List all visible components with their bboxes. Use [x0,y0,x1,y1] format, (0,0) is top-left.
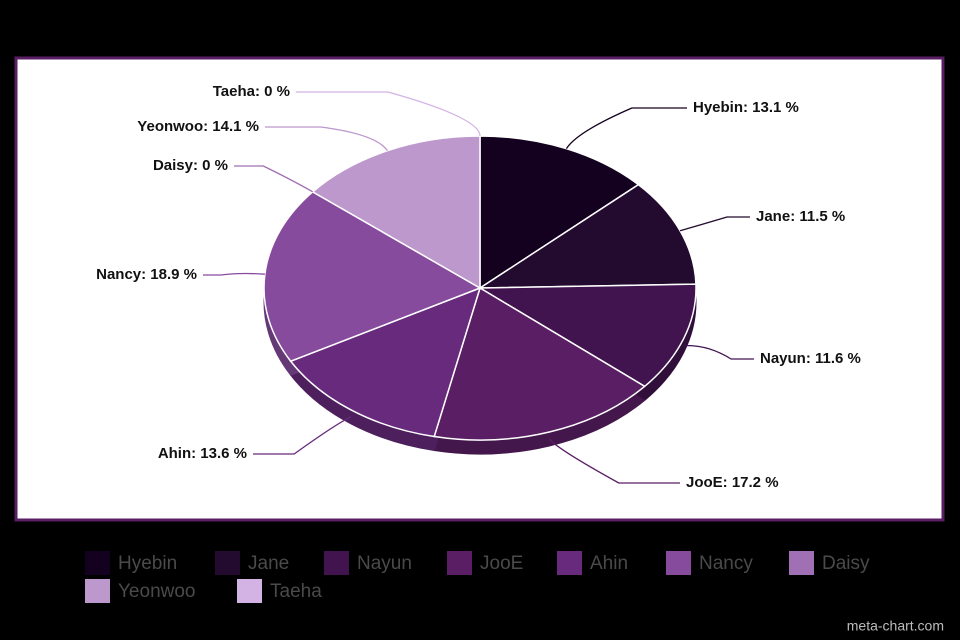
legend-swatch [237,579,262,603]
legend-swatch [324,551,349,575]
slice [433,286,646,441]
legend-swatch [215,551,240,575]
leader-line [296,91,481,137]
legend-label: Nayun [357,553,412,574]
legend-label: Daisy [822,553,870,574]
legend-label: Nancy [699,553,753,574]
legend-label: Yeonwoo [118,581,195,602]
legend-swatch [789,551,814,575]
legend-swatch [447,551,472,575]
legend-swatch [557,551,582,575]
data-label: JooE: 17.2 % [686,474,779,491]
legend-label: Taeha [270,581,322,602]
leader-line [234,165,314,193]
slice [477,283,697,388]
watermark: meta-chart.com [847,618,944,634]
slice [479,135,640,290]
leader-line [565,107,687,150]
legend-label: Ahin [590,553,628,574]
legend-label: Jane [248,553,289,574]
slice [289,286,482,438]
data-label: Taeha: 0 % [213,83,290,100]
leader-line [683,344,754,360]
legend-swatch [85,579,110,603]
leader-line [253,416,352,455]
legend-swatch [85,551,110,575]
data-label: Nancy: 18.9 % [96,266,197,283]
data-label: Yeonwoo: 14.1 % [137,118,259,135]
data-label: Daisy: 0 % [153,157,228,174]
legend-swatch [666,551,691,575]
data-label: Ahin: 13.6 % [158,445,247,462]
slice [263,190,482,363]
data-label: Hyebin: 13.1 % [693,99,799,116]
data-label: Jane: 11.5 % [756,208,845,225]
slice [477,183,697,289]
leader-line [203,272,265,276]
leader-line [548,438,680,484]
leader-line [265,126,388,152]
legend-label: Hyebin [118,553,177,574]
legend-label: JooE [480,553,523,574]
data-label: Nayun: 11.6 % [760,350,861,367]
leader-line [679,216,750,232]
